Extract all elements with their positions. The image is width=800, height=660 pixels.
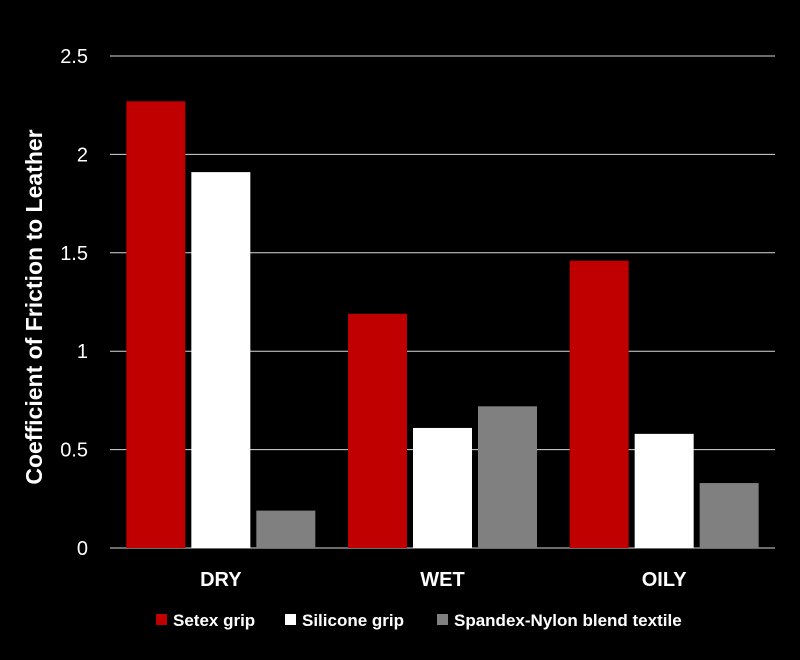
bar-setex-grip-wet xyxy=(348,313,407,548)
legend-label: Setex grip xyxy=(173,611,255,630)
legend-label: Spandex-Nylon blend textile xyxy=(454,611,682,630)
bars xyxy=(126,101,759,548)
y-tick-label: 1.5 xyxy=(60,243,88,265)
y-axis-tick-labels: 0 0.5 1 1.5 2 2.5 xyxy=(60,46,88,560)
bar-setex-grip-dry xyxy=(126,101,186,548)
legend-swatch xyxy=(156,614,167,625)
x-category-label: DRY xyxy=(200,569,242,591)
bar-spandex-nylon-blend-textile-dry xyxy=(256,510,316,548)
legend: Setex grip Silicone grip Spandex-Nylon ble… xyxy=(156,611,682,630)
y-tick-label: 1 xyxy=(77,341,88,363)
y-tick-label: 0.5 xyxy=(60,440,88,462)
bar-silicone-grip-oily xyxy=(634,433,694,548)
legend-swatch xyxy=(437,614,448,625)
x-category-label: WET xyxy=(420,569,464,591)
x-axis-category-labels: DRY WET OILY xyxy=(200,569,687,591)
y-tick-label: 0 xyxy=(77,538,88,560)
bar-silicone-grip-dry xyxy=(191,172,251,548)
x-category-label: OILY xyxy=(642,569,687,591)
y-tick-label: 2.5 xyxy=(60,46,88,68)
bar-spandex-nylon-blend-textile-wet xyxy=(478,406,537,548)
bar-spandex-nylon-blend-textile-oily xyxy=(699,483,759,548)
bar-silicone-grip-wet xyxy=(413,427,472,548)
legend-label: Silicone grip xyxy=(302,611,404,630)
bar-setex-grip-oily xyxy=(569,260,629,548)
legend-swatch xyxy=(285,614,296,625)
y-tick-label: 2 xyxy=(77,144,88,166)
y-axis-title: Coefficient of Friction to Leather xyxy=(21,129,47,484)
